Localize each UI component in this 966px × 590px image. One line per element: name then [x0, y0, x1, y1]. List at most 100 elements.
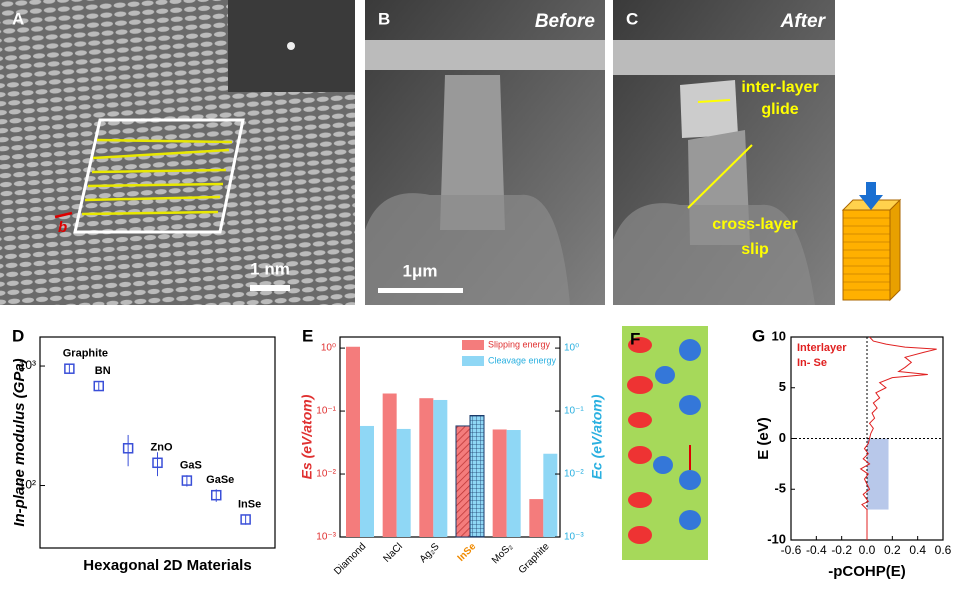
annotation: inter-layer	[741, 79, 818, 96]
x-tick-label: 0.4	[909, 543, 926, 557]
point-label: BN	[95, 365, 111, 377]
slip-arrow	[687, 144, 753, 209]
panel-label: B	[378, 9, 390, 28]
bar	[529, 499, 544, 537]
stack-front	[842, 209, 891, 301]
point	[64, 363, 75, 374]
y-axis-label: Es (eV/atom)	[299, 394, 315, 479]
y-axis-label: In-plane modulus (GPa)	[11, 358, 28, 526]
panel-label: D	[12, 326, 24, 345]
legend-swatch	[462, 340, 484, 350]
bar	[455, 425, 471, 538]
vector-label: b	[58, 219, 67, 236]
base	[613, 203, 815, 305]
annotation: slip	[741, 241, 769, 258]
x-tick-label: -0.6	[781, 543, 802, 557]
charge-lobes	[627, 337, 701, 544]
y-tick-label: 10⁰	[564, 343, 579, 354]
x-tick-label: -0.2	[831, 543, 852, 557]
scale-bar	[378, 288, 463, 293]
point	[152, 457, 163, 469]
scale-text: 1μm	[403, 261, 438, 280]
bar	[492, 429, 507, 537]
annotation: glide	[761, 101, 798, 118]
y-tick-label: 10	[772, 328, 786, 343]
bar	[346, 346, 360, 537]
point	[181, 475, 193, 486]
pillar	[440, 75, 505, 230]
y-tick-label: -5	[774, 481, 786, 496]
atomic-planes	[81, 138, 233, 216]
point	[93, 380, 104, 392]
stack-layers	[843, 217, 890, 291]
point-label: GaS	[180, 459, 202, 471]
legend-label: Cleavage energy	[488, 355, 557, 365]
x-axis-label: -pCOHP(E)	[828, 563, 906, 580]
bar	[396, 428, 411, 537]
point-label: ZnO	[151, 442, 173, 454]
x-tick-label: Graphite	[517, 541, 552, 576]
indenter	[365, 40, 605, 70]
panel-label: C	[626, 9, 638, 28]
panel-label: A	[12, 9, 24, 28]
plot-frame	[39, 336, 276, 549]
y-tick-label: 10⁻³	[564, 532, 584, 543]
y-tick-label: 5	[779, 379, 786, 394]
panel-label: F	[630, 329, 640, 348]
vector-arrow	[54, 211, 73, 219]
y-tick-label: 10⁻¹	[316, 406, 336, 417]
annotation: Interlayer	[797, 342, 847, 354]
scale-text: 1 nm	[250, 259, 290, 278]
annotation: cross-layer	[712, 216, 797, 233]
x-tick-label: Ag₂S	[418, 541, 442, 565]
cell-outline	[73, 118, 245, 234]
y2-axis-label: Ec (eV/atom)	[589, 394, 605, 479]
x-axis-label: Hexagonal 2D Materials	[83, 557, 251, 574]
bar	[419, 398, 434, 537]
x-tick-label: InSe	[456, 541, 479, 564]
panel-label: E	[302, 326, 313, 345]
bar	[469, 415, 485, 538]
bar	[382, 393, 397, 537]
y-tick-label: 10⁻³	[316, 532, 336, 543]
point-label: Graphite	[63, 348, 108, 360]
bar	[433, 399, 448, 537]
y-tick-label: 10²	[19, 478, 36, 492]
x-tick-label: NaCl	[381, 541, 405, 565]
panel-title: Before	[535, 11, 596, 32]
x-tick-label: 0.0	[859, 543, 876, 557]
bar	[506, 430, 521, 537]
x-tick-label: MoS₂	[490, 541, 515, 566]
stack-side	[889, 198, 901, 302]
bar	[543, 453, 558, 537]
y-tick-label: 10⁻²	[564, 469, 584, 480]
y-tick-label: 10⁰	[321, 343, 336, 354]
legend-label: Slipping energy	[488, 339, 551, 349]
x-tick-label: -0.4	[806, 543, 827, 557]
glided-layer	[680, 80, 738, 138]
fft-spot	[287, 42, 295, 50]
point	[122, 443, 134, 454]
indenter	[613, 40, 835, 75]
annotation: In- Se	[797, 357, 827, 369]
base	[365, 193, 570, 305]
bar	[360, 425, 374, 537]
point-label: GaSe	[206, 474, 234, 486]
y-tick-label: 0	[779, 430, 786, 445]
panel-title: After	[780, 11, 827, 32]
plot-frame	[339, 336, 561, 538]
x-tick-label: 0.2	[884, 543, 901, 557]
shaded-region	[867, 438, 889, 510]
scale-bar	[250, 285, 290, 291]
point-label: InSe	[238, 498, 261, 510]
y-tick-label: 10⁻²	[316, 469, 336, 480]
y-tick-label: -10	[767, 531, 786, 546]
x-tick-label: Diamond	[332, 541, 368, 577]
y-axis-label: E (eV)	[755, 417, 772, 460]
y-tick-label: 10⁻¹	[564, 406, 584, 417]
y-tick-label: 10³	[19, 358, 36, 372]
legend-swatch	[462, 356, 484, 366]
load-arrow	[859, 182, 883, 210]
panel-label: G	[752, 326, 765, 345]
